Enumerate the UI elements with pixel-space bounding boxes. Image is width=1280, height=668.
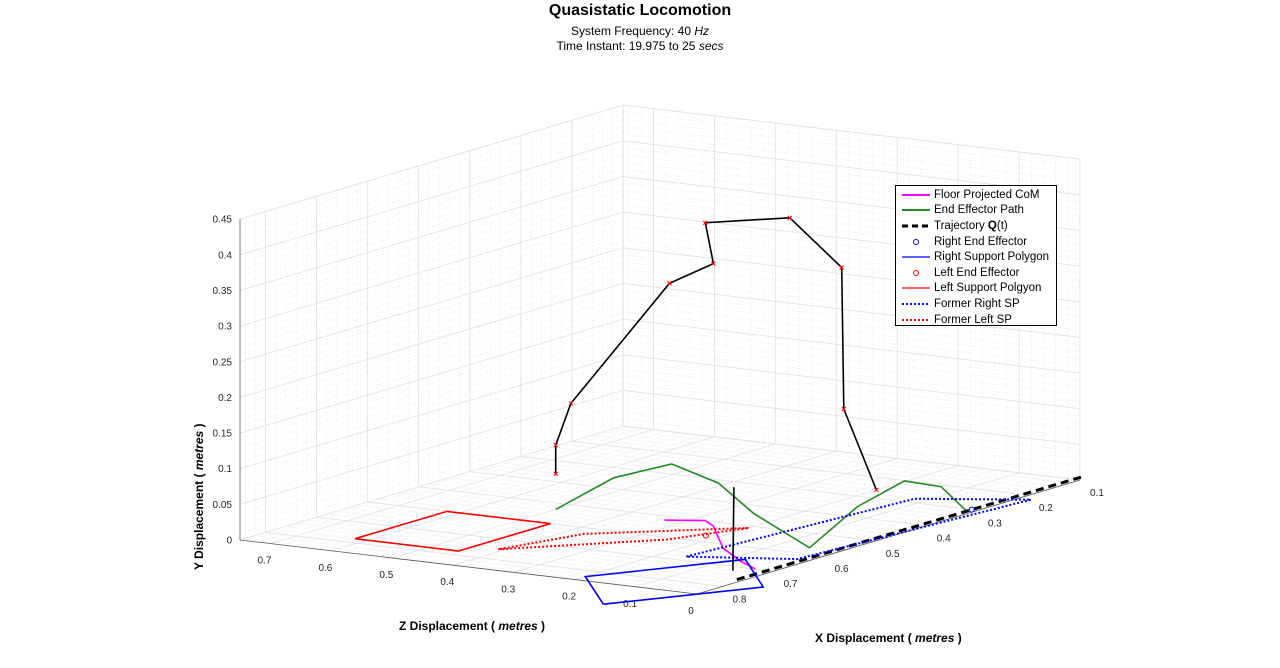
joint-marker [702, 220, 708, 226]
series-right-leg [732, 487, 735, 571]
series-end-effector-path [555, 463, 968, 549]
joint-marker [711, 261, 716, 266]
chart-title: Quasistatic Locomotion [548, 2, 732, 19]
z-tick-label: 0 [688, 606, 694, 617]
x-axis-label: X Displacement ( metres ) [815, 631, 962, 645]
z-tick-label: 0.6 [318, 563, 332, 574]
y-tick-label: 0.15 [213, 429, 233, 440]
x-tick-label: 0.4 [937, 534, 951, 545]
joint-marker [667, 280, 672, 286]
legend-entry-left-support-polygon: Left Support Polgyon [900, 281, 1052, 297]
legend-sample [902, 224, 930, 228]
legend-entry-left-end-effector: Left End Effector [900, 265, 1052, 281]
z-tick-label: 0.1 [623, 599, 637, 610]
legend-sample [902, 209, 930, 212]
y-axis-label: Y Displacement ( metres ) [192, 423, 206, 570]
legend-entry-former-right-sp: Former Right SP [900, 296, 1052, 312]
legend-sample [902, 318, 930, 321]
x-tick-label: 0.7 [784, 579, 798, 590]
chart-subtitle-time: Time Instant: 19.975 to 25 secs [556, 39, 724, 53]
y-tick-label: 0.3 [218, 322, 232, 333]
series-left-support-polgyon [354, 510, 551, 552]
series-trajectory-q-t- [736, 474, 1085, 582]
z-axis-line [239, 539, 698, 595]
joint-marker [553, 471, 559, 477]
series-left-leg [554, 216, 878, 491]
joint-marker [787, 215, 793, 221]
y-tick-label: 0.1 [218, 464, 232, 475]
x-tick-label: 0.5 [886, 549, 900, 560]
x-tick-label: 0.3 [988, 518, 1002, 529]
z-axis-label: Z Displacement ( metres ) [399, 619, 546, 633]
z-tick-label: 0.5 [379, 570, 393, 581]
joint-marker [568, 401, 574, 406]
marker-right-end-effector [968, 506, 975, 513]
y-tick-label: 0 [226, 536, 232, 547]
legend-entry-right-support-polygon: Right Support Polygon [900, 249, 1052, 265]
legend-entry-trajectory: Trajectory Q (t) [900, 218, 1052, 234]
legend-sample [902, 287, 930, 289]
legend-sample [902, 256, 930, 258]
series-former-right-sp [686, 497, 1032, 561]
legend: Floor Projected CoM End Effector Path Tr… [895, 185, 1057, 326]
x-tick-label: 0.6 [835, 564, 849, 575]
x-tick-label: 0.2 [1039, 503, 1053, 514]
legend-sample [913, 238, 919, 245]
y-tick-label: 0.25 [213, 357, 233, 368]
series-former-left-sp [498, 526, 749, 551]
marker-left-end-effector [702, 532, 709, 539]
chart-subtitle-frequency: System Frequency: 40 Hz [570, 24, 710, 38]
y-tick-label: 0.05 [213, 500, 233, 511]
joint-marker [874, 487, 879, 493]
y-tick-label: 0.45 [213, 215, 233, 226]
z-tick-label: 0.3 [501, 584, 515, 595]
legend-sample [913, 269, 919, 276]
y-tick-label: 0.4 [218, 250, 232, 261]
x-tick-label: 0.1 [1090, 488, 1104, 499]
legend-sample [902, 193, 930, 196]
legend-entry-right-end-effector: Right End Effector [900, 234, 1052, 250]
joint-marker [841, 406, 847, 412]
y-tick-label: 0.2 [218, 393, 232, 404]
legend-entry-former-left-sp: Former Left SP [900, 312, 1052, 328]
legend-entry-end-effector-path: End Effector Path [900, 203, 1052, 219]
legend-sample [902, 302, 930, 305]
joint-marker [839, 265, 845, 270]
legend-entry-floor-com: Floor Projected CoM [900, 187, 1052, 203]
x-axis-line [696, 479, 1081, 595]
joint-marker [553, 442, 559, 448]
y-tick-label: 0.35 [213, 286, 233, 297]
z-tick-label: 0.2 [562, 592, 576, 603]
z-tick-label: 0.4 [440, 577, 454, 588]
z-tick-label: 0.7 [258, 556, 272, 567]
x-tick-label: 0.8 [733, 594, 747, 605]
series-floor-projected-com [664, 519, 756, 570]
series-right-support-polygon [583, 558, 765, 605]
